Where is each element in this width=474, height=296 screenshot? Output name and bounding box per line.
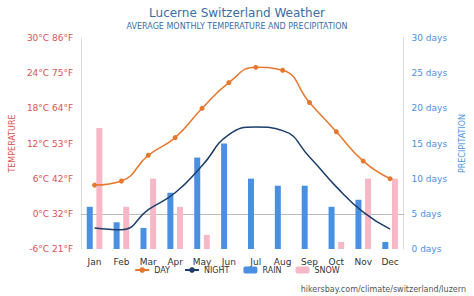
svg-text:15 days: 15 days <box>412 139 448 149</box>
svg-text:Apr: Apr <box>167 256 183 267</box>
svg-text:SNOW: SNOW <box>314 266 339 275</box>
svg-text:AVERAGE MONTHLY TEMPERATURE AN: AVERAGE MONTHLY TEMPERATURE AND PRECIPIT… <box>127 22 348 31</box>
svg-text:Sep: Sep <box>301 256 318 267</box>
svg-text:RAIN: RAIN <box>262 266 281 275</box>
svg-text:Oct: Oct <box>328 256 345 267</box>
svg-text:0°C 32°F: 0°C 32°F <box>33 209 74 219</box>
svg-text:May: May <box>192 256 212 267</box>
svg-text:Nov: Nov <box>354 257 372 267</box>
svg-text:Jul: Jul <box>249 257 261 267</box>
svg-text:Lucerne Switzerland Weather: Lucerne Switzerland Weather <box>149 6 325 20</box>
svg-text:Jun: Jun <box>221 256 236 267</box>
svg-text:Feb: Feb <box>113 257 129 267</box>
svg-text:PRECIPITATION: PRECIPITATION <box>458 114 467 173</box>
svg-text:5 days: 5 days <box>412 209 442 219</box>
svg-text:18°C 64°F: 18°C 64°F <box>27 103 73 113</box>
svg-text:30°C 86°F: 30°C 86°F <box>27 33 73 43</box>
svg-text:hikersbay.com/climate/switzerl: hikersbay.com/climate/switzerland/luzern <box>301 285 466 294</box>
svg-text:Jan: Jan <box>87 257 102 267</box>
svg-text:30 days: 30 days <box>412 33 448 43</box>
svg-text:20 days: 20 days <box>412 103 448 113</box>
svg-text:Aug: Aug <box>273 256 292 267</box>
svg-text:TEMPERATURE: TEMPERATURE <box>8 114 17 173</box>
svg-text:6°C 42°F: 6°C 42°F <box>33 174 74 184</box>
svg-text:Dec: Dec <box>381 257 398 267</box>
svg-text:0 days: 0 days <box>412 244 442 254</box>
svg-text:24°C 75°F: 24°C 75°F <box>27 68 73 78</box>
svg-text:12°C 53°F: 12°C 53°F <box>27 139 73 149</box>
svg-text:-6°C 21°F: -6°C 21°F <box>29 244 73 254</box>
svg-text:DAY: DAY <box>154 266 170 275</box>
svg-text:Mar: Mar <box>139 256 157 267</box>
svg-text:25 days: 25 days <box>412 68 448 78</box>
svg-text:NIGHT: NIGHT <box>204 266 230 275</box>
svg-text:10 days: 10 days <box>412 174 448 184</box>
